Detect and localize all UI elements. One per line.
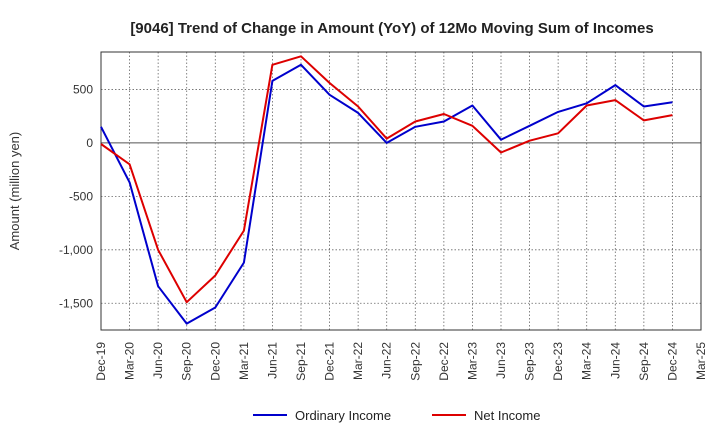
x-tick-label: Mar-21 — [237, 342, 251, 380]
x-tick-label: Jun-20 — [151, 342, 165, 379]
x-tick-label: Dec-21 — [323, 342, 337, 381]
x-tick-label: Sep-24 — [637, 342, 651, 381]
y-tick-label: -1,500 — [59, 296, 93, 310]
series-layer — [100, 55, 673, 325]
x-tick-label: Mar-25 — [694, 342, 708, 380]
y-tick-label: -500 — [69, 189, 93, 203]
series-line-ordinary-income — [100, 63, 673, 325]
legend-label: Net Income — [474, 408, 540, 423]
x-tick-label: Dec-22 — [437, 342, 451, 381]
x-tick-label: Dec-20 — [208, 342, 222, 381]
x-tick-label: Mar-20 — [123, 342, 137, 380]
x-tick-label: Jun-23 — [494, 342, 508, 379]
x-tick-label: Sep-20 — [180, 342, 194, 381]
y-tick-label: -1,000 — [59, 243, 93, 257]
plot-area — [101, 52, 701, 330]
x-tick-label: Mar-24 — [580, 342, 594, 380]
x-tick-label: Dec-19 — [94, 342, 108, 381]
series-line-net-income — [100, 55, 673, 304]
x-tick-label: Sep-21 — [294, 342, 308, 381]
x-tick-label: Jun-22 — [380, 342, 394, 379]
legend: Ordinary Income Net Income — [253, 408, 540, 423]
chart-title: [9046] Trend of Change in Amount (YoY) o… — [130, 20, 653, 37]
x-axis-ticks: Dec-19 Mar-20 Jun-20 Sep-20 Dec-20 Mar-21 Jun-… — [94, 342, 708, 381]
x-tick-label: Mar-22 — [351, 342, 365, 380]
y-axis-ticks: 500 0 -500 -1,000 -1,500 — [59, 82, 93, 310]
plot-frame — [100, 51, 702, 331]
y-tick-label: 500 — [73, 82, 93, 96]
x-tick-label: Jun-21 — [265, 342, 279, 379]
legend-item: Ordinary Income — [253, 408, 391, 423]
x-tick-label: Mar-23 — [465, 342, 479, 380]
x-tick-label: Dec-23 — [551, 342, 565, 381]
x-tick-label: Sep-23 — [523, 342, 537, 381]
x-tick-label: Jun-24 — [608, 342, 622, 379]
y-tick-label: 0 — [86, 136, 93, 150]
x-tick-label: Dec-24 — [665, 342, 679, 381]
grid-lines — [101, 52, 701, 330]
x-tick-label: Sep-22 — [408, 342, 422, 381]
y-axis-label: Amount (million yen) — [7, 132, 22, 251]
legend-item: Net Income — [432, 408, 540, 423]
legend-label: Ordinary Income — [295, 408, 391, 423]
